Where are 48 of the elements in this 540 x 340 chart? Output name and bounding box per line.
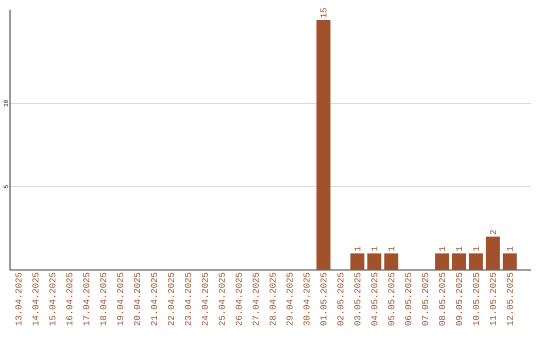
- data-label: 2: [490, 230, 496, 234]
- x-tick-label: 24.04.2025: [202, 272, 208, 326]
- x-tick-label: 28.04.2025: [270, 272, 276, 326]
- bar: [350, 253, 364, 270]
- data-label: 1: [371, 246, 378, 251]
- data-label: 1: [506, 246, 513, 251]
- x-tick-label: 22.04.2025: [168, 272, 174, 326]
- bar: [452, 253, 466, 270]
- x-tick-label: 13.04.2025: [15, 272, 22, 326]
- x-tick-label: 26.04.2025: [236, 272, 242, 326]
- data-label: 1: [354, 246, 360, 251]
- data-label: 1: [456, 246, 462, 251]
- bar: [367, 253, 382, 270]
- x-tick-label: 08.05.2025: [439, 272, 446, 326]
- x-tick-label: 19.04.2025: [117, 272, 124, 326]
- x-tick-label: 17.04.2025: [83, 272, 90, 326]
- data-label: 1: [472, 246, 479, 251]
- x-tick-label: 04.05.2025: [371, 272, 378, 326]
- x-tick-label: 11.05.2025: [490, 272, 496, 326]
- x-tick-label: 27.04.2025: [252, 272, 259, 326]
- x-tick-label: 07.05.2025: [422, 272, 428, 326]
- x-tick-label: 10.05.2025: [472, 272, 479, 326]
- x-tick-label: 30.04.2025: [303, 272, 310, 326]
- x-tick-label: 05.05.2025: [388, 272, 394, 326]
- x-tick-label: 01.05.2025: [320, 272, 326, 326]
- x-tick-label: 21.04.2025: [150, 272, 158, 326]
- data-label: 1: [388, 246, 394, 251]
- data-label: 1: [439, 246, 446, 251]
- x-tick-label: 16.04.2025: [66, 272, 72, 326]
- x-tick-label: 14.04.2025: [32, 272, 38, 326]
- x-tick-label: 03.05.2025: [354, 272, 360, 326]
- bar: [384, 253, 398, 270]
- x-tick-label: 15.04.2025: [49, 272, 56, 326]
- x-tick-label: 23.04.2025: [184, 272, 191, 326]
- x-tick-label: 09.05.2025: [456, 272, 462, 326]
- x-tick-label: 29.04.2025: [286, 272, 293, 326]
- bar: [502, 253, 517, 270]
- bar: [486, 236, 500, 270]
- x-tick-label: 25.04.2025: [218, 272, 225, 326]
- x-tick-label: 18.04.2025: [100, 272, 106, 326]
- bar: [435, 253, 450, 270]
- bar: [468, 253, 483, 270]
- x-tick-label: 06.05.2025: [405, 272, 412, 326]
- data-label: 15: [320, 8, 326, 18]
- x-tick-label: 12.05.2025: [506, 272, 513, 326]
- x-tick-label: 02.05.2025: [337, 272, 344, 326]
- bar: [316, 20, 330, 270]
- x-tick-label: 20.04.2025: [134, 272, 140, 326]
